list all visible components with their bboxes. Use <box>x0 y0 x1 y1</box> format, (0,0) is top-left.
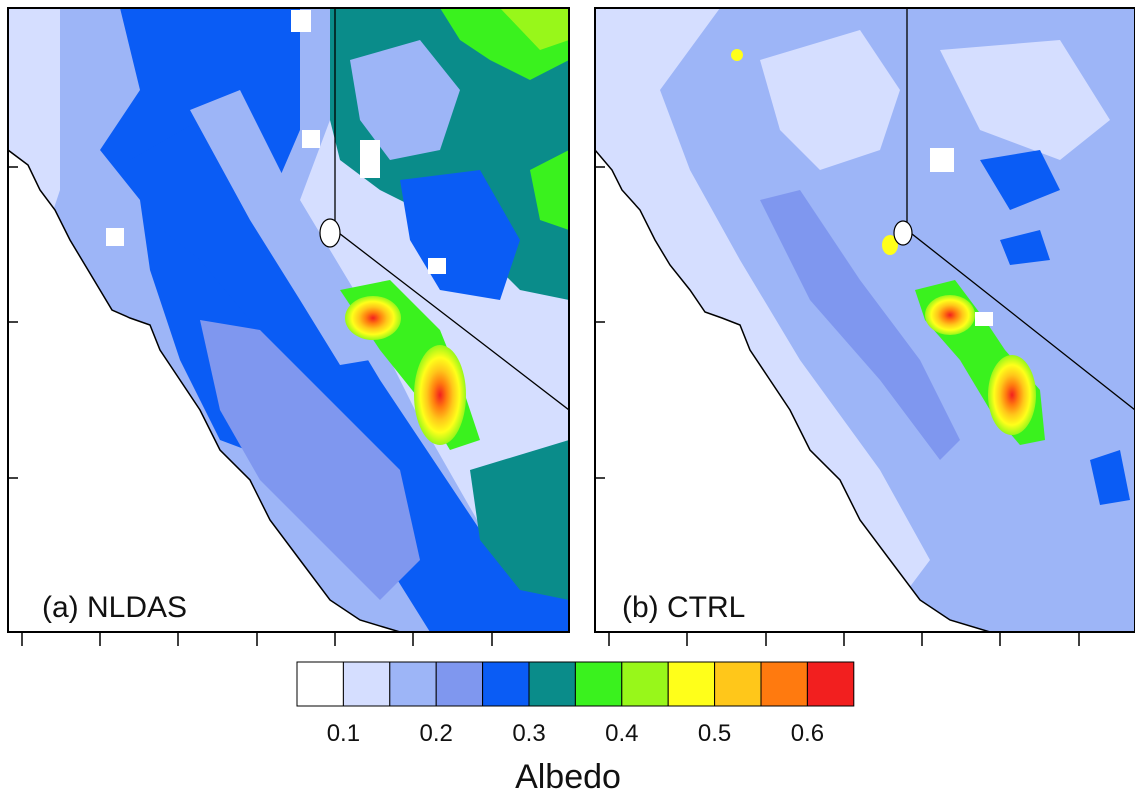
colorbar-tick-label: 0.1 <box>327 720 360 747</box>
panel-a-missing-3 <box>360 140 380 178</box>
panel-a-frame <box>7 7 570 633</box>
colorbar-swatch <box>528 661 576 707</box>
colorbar-swatch <box>806 661 855 707</box>
panel-b-region-0.15 <box>595 8 930 600</box>
panel-b-frame <box>594 7 1135 633</box>
colorbar-swatch <box>296 661 344 707</box>
panel-a-missing-5 <box>106 228 124 246</box>
panel-b-region-valley <box>760 190 960 460</box>
panel-a-map <box>8 8 569 632</box>
colorbar-title: Albedo <box>515 758 621 795</box>
panel-b-region-nv-blue3 <box>1000 230 1050 265</box>
colorbar-swatch <box>389 661 437 707</box>
panel-a-peak-1 <box>345 296 401 340</box>
panel-b-missing-2 <box>975 312 993 326</box>
colorbar-swatch <box>667 661 716 707</box>
colorbar-tick-label: 0.5 <box>698 720 731 747</box>
panel-b-ocean <box>595 148 991 632</box>
colorbar-swatch <box>435 661 484 707</box>
panel-a-region-0.2b <box>190 90 370 365</box>
panel-a-peak-2 <box>414 345 466 445</box>
panel-b-map <box>595 8 1135 632</box>
axis-ticks <box>8 166 1080 646</box>
panel-b-label: (b) CTRL <box>622 591 745 624</box>
panel-b-missing-1 <box>930 148 954 172</box>
panel-b-region-nv-blue1 <box>980 150 1060 210</box>
panel-a-region-0.35b <box>470 440 569 600</box>
colorbar-tick-label: 0.2 <box>420 720 453 747</box>
colorbar-swatch <box>760 661 808 707</box>
colorbar-tick-labels: 0.1 0.2 0.3 0.4 0.5 0.6 <box>327 720 824 747</box>
panel-a-region-0.4b <box>530 150 569 230</box>
panel-b-peak-4 <box>731 49 743 61</box>
panel-a-region-valley <box>200 320 420 600</box>
panel-b-peak-2 <box>988 355 1036 435</box>
panel-a-ocean <box>8 149 401 632</box>
panel-a-lake <box>319 218 341 248</box>
panel-b-peak-3 <box>882 235 898 255</box>
panel-b-region-0.15b <box>760 30 900 170</box>
panel-b-peak-1 <box>925 295 975 335</box>
colorbar-swatch <box>342 661 391 707</box>
panel-a-region-nv-blue <box>350 40 460 160</box>
colorbar-swatch <box>482 661 530 707</box>
panel-a-region-0.45 <box>500 8 569 50</box>
panel-a-missing-2 <box>302 130 320 148</box>
panel-a-label: (a) NLDAS <box>42 591 187 624</box>
colorbar-swatch <box>714 661 762 707</box>
panel-a-missing-1 <box>291 10 311 32</box>
colorbar-swatch <box>621 661 669 707</box>
panel-b-region-nv-blue2 <box>1090 450 1130 505</box>
panel-a-missing-4 <box>428 258 446 274</box>
colorbar-tick-label: 0.6 <box>791 720 824 747</box>
colorbar-tick-label: 0.3 <box>512 720 545 747</box>
colorbar-swatch <box>574 661 623 707</box>
panel-b-lake <box>893 220 913 246</box>
colorbar <box>296 661 855 707</box>
panel-a-region-0.3b <box>130 120 330 380</box>
panel-b-region-0.15c <box>940 40 1110 160</box>
colorbar-tick-label: 0.4 <box>605 720 638 747</box>
